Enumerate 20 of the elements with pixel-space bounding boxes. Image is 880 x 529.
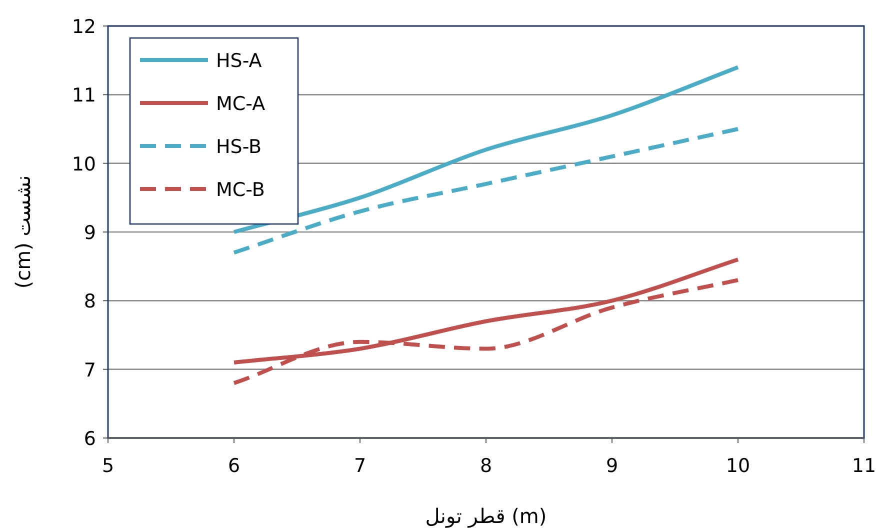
y-tick-label: 10 (72, 153, 96, 176)
x-tick-label: 10 (726, 455, 750, 477)
legend-label: HS-B (216, 136, 262, 158)
x-tick-label: 7 (354, 455, 366, 477)
x-tick-label: 11 (852, 455, 876, 477)
y-axis-title: (cm) نشست (11, 175, 35, 289)
y-tick-label: 9 (84, 222, 96, 244)
x-tick-label: 8 (480, 455, 492, 477)
x-tick-label: 5 (102, 455, 114, 477)
y-tick-label: 11 (72, 84, 96, 107)
legend-label: MC-B (216, 179, 265, 201)
y-tick-label: 12 (72, 16, 96, 38)
x-tick-label: 6 (228, 455, 240, 477)
y-tick-label: 6 (84, 428, 96, 450)
y-tick-label: 8 (84, 290, 96, 313)
x-tick-label: 9 (606, 455, 618, 477)
y-tick-label: 7 (84, 359, 96, 382)
legend-label: MC-A (216, 93, 266, 115)
legend-label: HS-A (216, 50, 262, 72)
x-axis-title: قطر تونل (m) (425, 504, 547, 528)
